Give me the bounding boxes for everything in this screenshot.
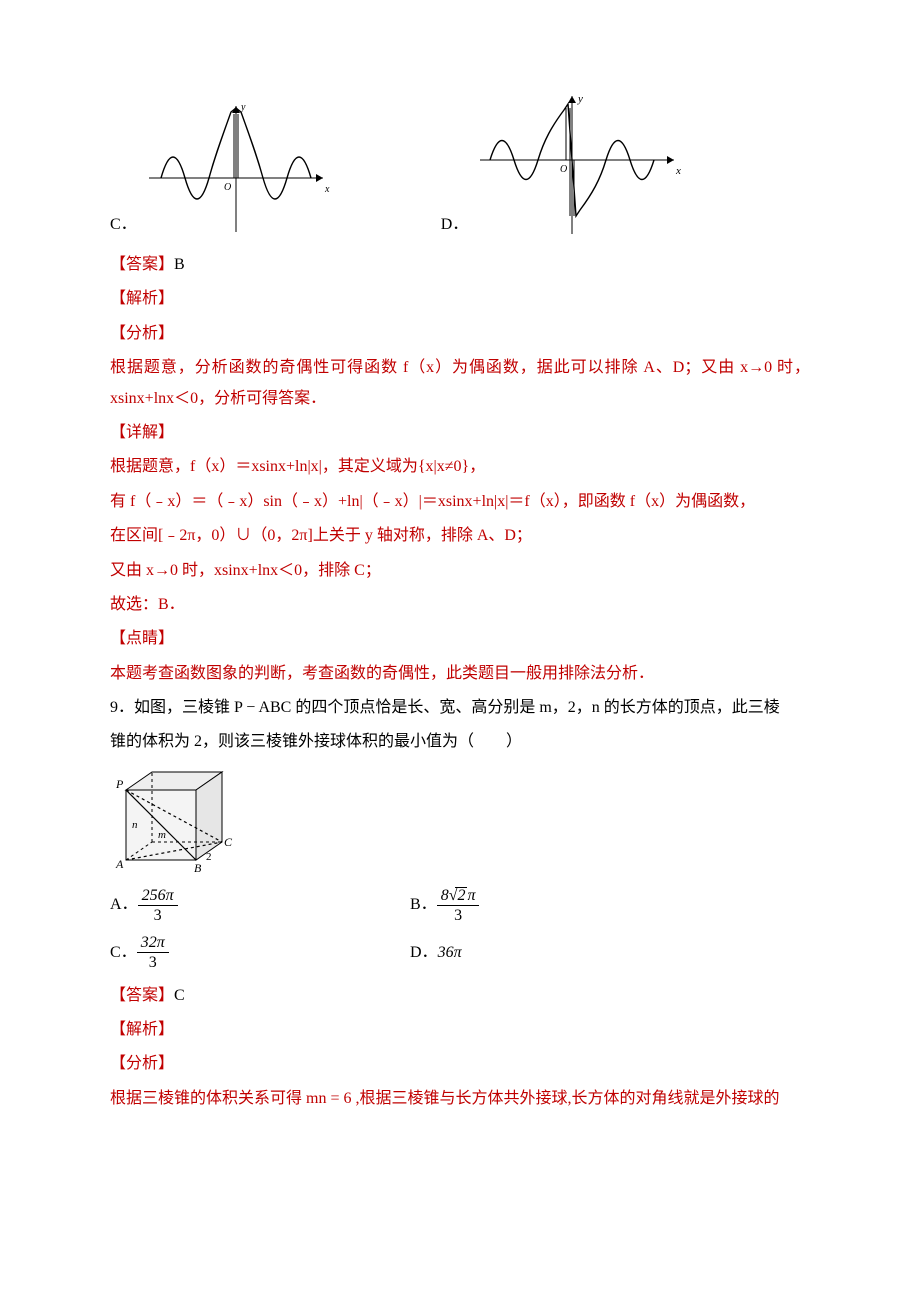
q8-optD-label: D． bbox=[441, 210, 469, 240]
q8-chartD: x y O bbox=[472, 90, 682, 240]
q8-xiangjie: 【详解】 bbox=[110, 418, 810, 448]
q9-optD-l: D． bbox=[410, 938, 438, 968]
q8-answer: 【答案】B bbox=[110, 250, 810, 280]
q9-fenxi: 【分析】 bbox=[110, 1049, 810, 1079]
q9-optC: 32π 3 bbox=[137, 933, 169, 972]
svg-text:C: C bbox=[224, 835, 233, 849]
q8-detail-4: 故选：B． bbox=[110, 590, 810, 620]
q8-detail-3: 又由 x→0 时，xsinx+lnx＜0，排除 C； bbox=[110, 556, 810, 586]
q8-dianjing: 【点睛】 bbox=[110, 624, 810, 654]
svg-text:m: m bbox=[158, 829, 166, 841]
svg-text:P: P bbox=[115, 777, 124, 791]
q8-chartC: x y O bbox=[141, 100, 331, 240]
svg-text:2: 2 bbox=[206, 851, 212, 863]
svg-text:O: O bbox=[560, 164, 567, 175]
svg-text:x: x bbox=[324, 184, 330, 195]
q8-detail-2: 在区间[﹣2π，0）∪（0，2π]上关于 y 轴对称，排除 A、D； bbox=[110, 521, 810, 551]
svg-text:x: x bbox=[675, 165, 681, 177]
svg-text:A: A bbox=[115, 857, 124, 871]
q9-optB-l: B． bbox=[410, 890, 437, 920]
answer-label: 【答案】 bbox=[110, 987, 174, 1004]
q8-fenxi-text: 根据题意，分析函数的奇偶性可得函数 f（x）为偶函数，据此可以排除 A、D；又由… bbox=[110, 353, 810, 414]
q9-figure: P A B C m n 2 bbox=[110, 764, 240, 876]
q8-dianjing-text: 本题考查函数图象的判断，考查函数的奇偶性，此类题目一般用排除法分析． bbox=[110, 659, 810, 689]
q9-stem-1: 9．如图，三棱锥 P − ABC 的四个顶点恰是长、宽、高分别是 m，2，n 的… bbox=[110, 693, 810, 723]
answer-label: 【答案】 bbox=[110, 256, 174, 273]
q9-answer: 【答案】C bbox=[110, 981, 810, 1011]
q9-optA-l: A． bbox=[110, 890, 138, 920]
q9-row-AB: A． 256π 3 B． 82π 3 bbox=[110, 886, 810, 925]
q8-options-row: C． x y O D． x y O bbox=[110, 90, 810, 240]
q9-optD: 36π bbox=[438, 938, 462, 968]
answer-value: B bbox=[174, 256, 185, 273]
q9-fenxi-text: 根据三棱锥的体积关系可得 mn = 6 ,根据三棱锥与长方体共外接球,长方体的对… bbox=[110, 1084, 810, 1114]
svg-text:B: B bbox=[194, 861, 202, 875]
q9-optA: 256π 3 bbox=[138, 886, 178, 925]
q9-optB: 82π 3 bbox=[437, 886, 480, 925]
answer-value: C bbox=[174, 987, 185, 1004]
q8-detail-0: 根据题意，f（x）＝xsinx+ln|x|，其定义域为{x|x≠0}， bbox=[110, 452, 810, 482]
q9-jiexi: 【解析】 bbox=[110, 1015, 810, 1045]
q8-detail-1: 有 f（﹣x）＝（﹣x）sin（﹣x）+ln|（﹣x）|＝xsinx+ln|x|… bbox=[110, 487, 810, 517]
svg-text:y: y bbox=[577, 93, 583, 105]
q9-stem-2: 锥的体积为 2，则该三棱锥外接球体积的最小值为（ ） bbox=[110, 727, 810, 757]
q8-fenxi: 【分析】 bbox=[110, 319, 810, 349]
q9-row-CD: C． 32π 3 D． 36π bbox=[110, 933, 810, 972]
q9-optC-l: C． bbox=[110, 938, 137, 968]
svg-text:n: n bbox=[132, 819, 138, 831]
svg-text:O: O bbox=[224, 182, 231, 193]
q8-jiexi: 【解析】 bbox=[110, 284, 810, 314]
q8-optC-label: C． bbox=[110, 210, 137, 240]
